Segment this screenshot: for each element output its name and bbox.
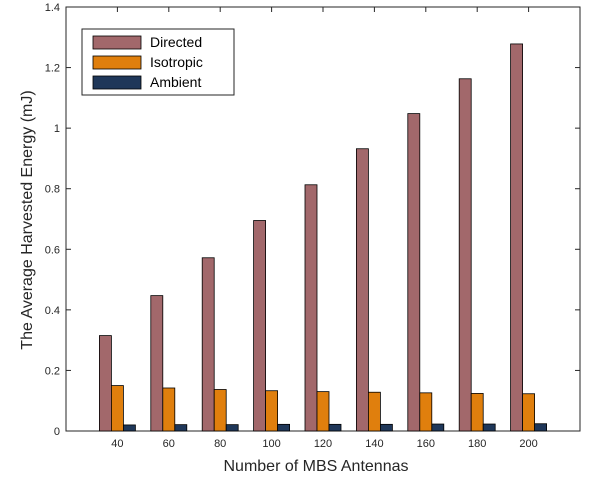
y-tick-label: 0: [54, 426, 60, 438]
bar-directed-80: [201, 257, 215, 432]
bar-ambient-60: [174, 424, 188, 432]
bar-ambient-40: [123, 424, 136, 432]
x-tick-label: 140: [365, 438, 383, 450]
bar-directed-200: [510, 43, 524, 432]
bar-isotropic-120: [316, 391, 330, 432]
bar-directed-40: [99, 335, 112, 432]
x-tick-label: 80: [214, 438, 226, 450]
legend-label-ambient: Ambient: [150, 74, 201, 90]
bar-isotropic-80: [213, 389, 227, 432]
legend-swatch-ambient: [92, 75, 142, 90]
bar-ambient-80: [225, 424, 239, 432]
y-tick-label: 0.4: [45, 305, 60, 317]
y-tick-label: 1.2: [45, 63, 60, 75]
x-tick-label: 180: [468, 438, 486, 450]
bar-isotropic-140: [367, 391, 381, 432]
bar-ambient-160: [431, 423, 445, 432]
legend-label-directed: Directed: [150, 34, 202, 50]
bar-ambient-100: [277, 423, 291, 432]
x-axis-label: Number of MBS Antennas: [224, 458, 409, 475]
legend: Directed Isotropic Ambient: [81, 28, 235, 96]
bar-isotropic-100: [265, 390, 279, 432]
bar-isotropic-160: [419, 392, 433, 432]
x-tick-label: 120: [314, 438, 332, 450]
y-axis-label: The Average Harvested Energy (mJ): [19, 90, 36, 349]
x-tick-label: 160: [417, 438, 435, 450]
bar-isotropic-40: [111, 385, 124, 432]
bar-isotropic-180: [470, 393, 484, 432]
x-tick-label: 200: [519, 438, 537, 450]
y-tick-label: 0.6: [45, 244, 60, 256]
bar-directed-180: [458, 78, 472, 432]
bar-ambient-200: [534, 423, 547, 432]
bar-ambient-140: [379, 423, 393, 432]
x-tick-label: 100: [262, 438, 280, 450]
y-tick-label: 1: [54, 123, 60, 135]
x-tick-label: 60: [163, 438, 175, 450]
bar-ambient-120: [328, 423, 342, 432]
legend-swatch-isotropic: [92, 55, 142, 70]
bar-directed-160: [407, 113, 421, 432]
bar-isotropic-200: [522, 393, 535, 432]
y-tick-label: 0.2: [45, 365, 60, 377]
bar-directed-60: [150, 295, 164, 432]
y-tick-label: 0.8: [45, 184, 60, 196]
bar-ambient-180: [482, 423, 496, 432]
bar-directed-140: [355, 148, 369, 432]
y-tick-label: 1.4: [45, 2, 60, 14]
legend-swatch-directed: [92, 35, 142, 50]
x-tick-label: 40: [111, 438, 123, 450]
bar-isotropic-60: [162, 387, 176, 432]
bar-directed-120: [304, 184, 318, 432]
legend-label-isotropic: Isotropic: [150, 54, 203, 70]
bar-directed-100: [253, 220, 267, 432]
